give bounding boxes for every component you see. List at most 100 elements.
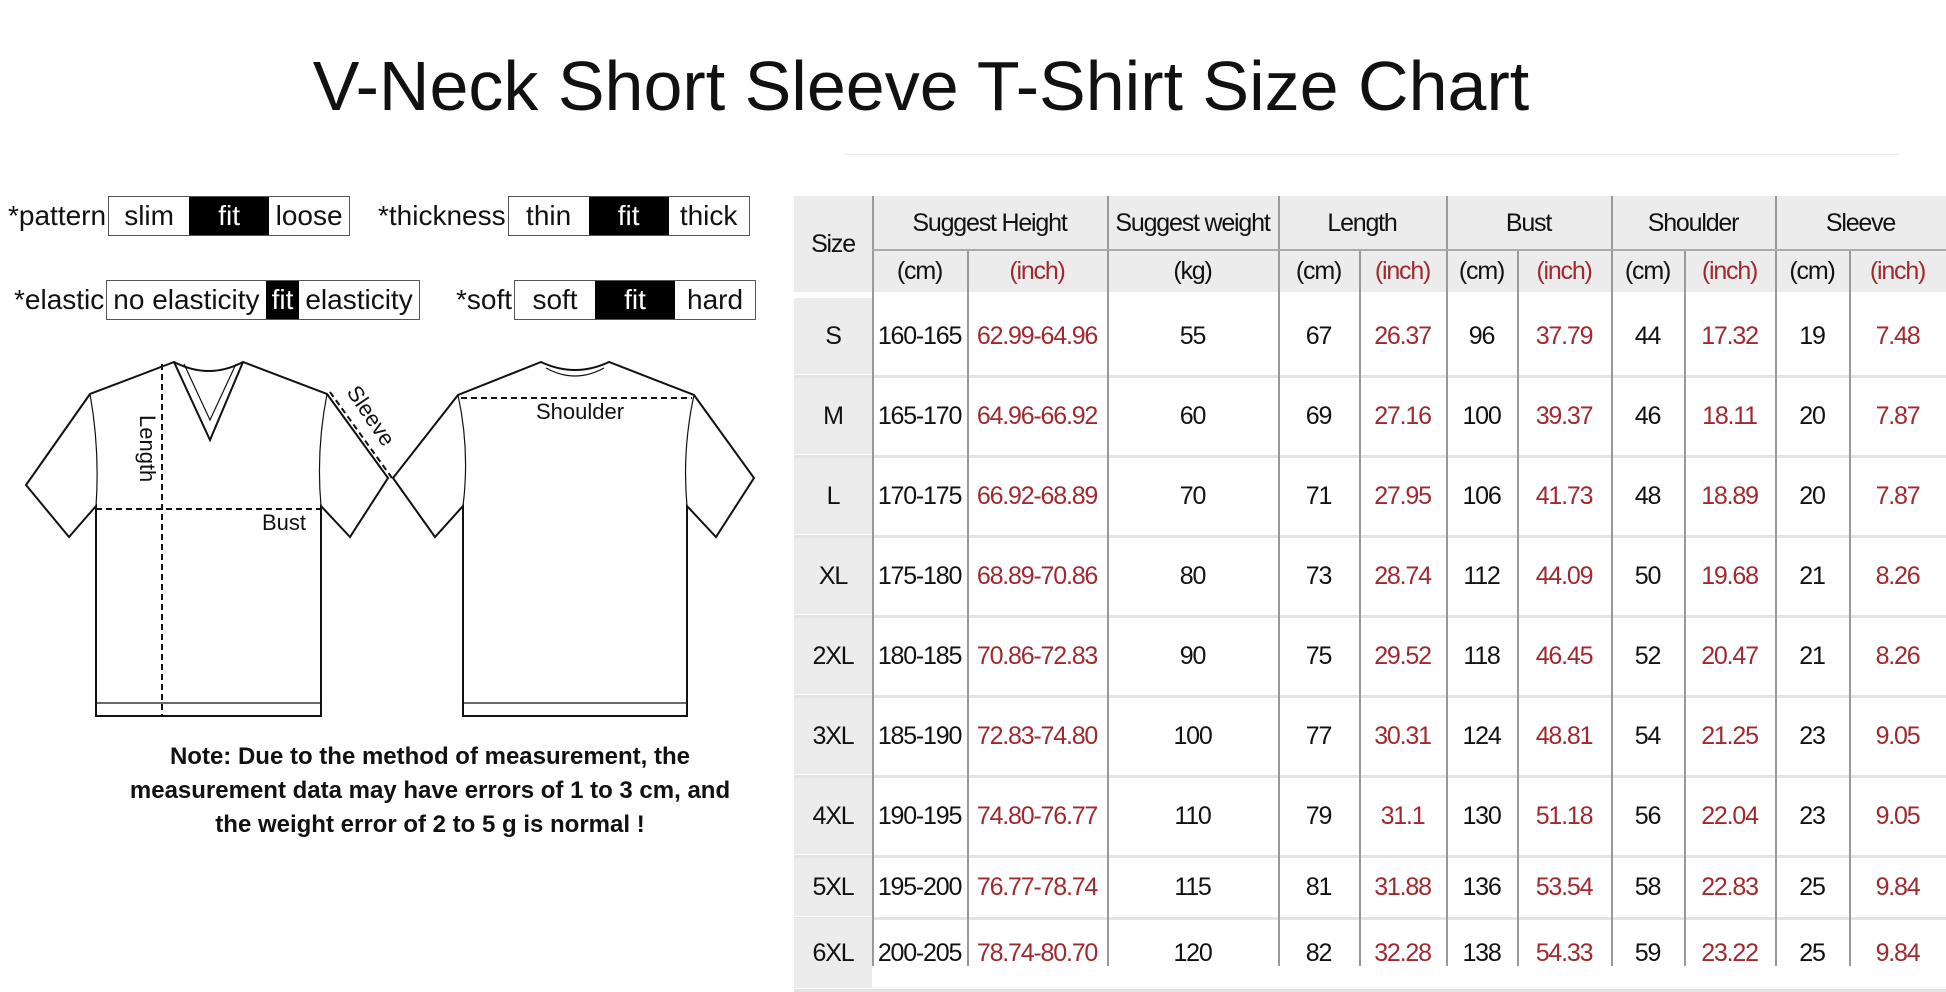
table-cell: 55 bbox=[1179, 321, 1207, 350]
divider bbox=[844, 154, 1899, 155]
table-cell: 28.74 bbox=[1374, 561, 1432, 590]
option-choice: fit bbox=[595, 281, 676, 319]
unit-header: (inch) bbox=[1359, 250, 1446, 292]
option-scale: thin fit thick bbox=[507, 196, 750, 236]
table-cell: 67 bbox=[1305, 321, 1333, 350]
table-cell: 74.80-76.77 bbox=[976, 801, 1098, 830]
table-cell: 78.74-80.70 bbox=[976, 938, 1098, 967]
table-cell: 20 bbox=[1799, 481, 1826, 510]
column-divider bbox=[1446, 196, 1448, 966]
table-cell: 115 bbox=[1174, 872, 1211, 901]
row-divider bbox=[794, 917, 1946, 920]
option-label: *elastic bbox=[14, 284, 105, 315]
option-pattern: *pattern slim fit loose bbox=[8, 196, 351, 236]
column-group-header: Suggest Height bbox=[872, 196, 1107, 250]
column-divider bbox=[1684, 250, 1686, 966]
option-thickness: *thickness thin fit thick bbox=[378, 196, 750, 236]
column-divider bbox=[1849, 250, 1851, 966]
size-cell: S bbox=[794, 298, 872, 374]
table-cell: 22.83 bbox=[1701, 872, 1759, 901]
unit-header: (cm) bbox=[872, 250, 967, 292]
option-choice: loose bbox=[275, 200, 343, 231]
table-cell: 130 bbox=[1462, 801, 1501, 830]
size-table: Size Suggest Height (cm) (inch) Suggest weig… bbox=[794, 196, 1946, 992]
table-cell: 19 bbox=[1799, 321, 1826, 350]
table-cell: 72.83-74.80 bbox=[976, 721, 1098, 750]
table-cell: 8.26 bbox=[1875, 561, 1921, 590]
option-choice: fit bbox=[265, 281, 300, 319]
table-cell: 66.92-68.89 bbox=[976, 481, 1098, 510]
column-group-header: Bust bbox=[1446, 196, 1611, 250]
option-label: *pattern bbox=[8, 200, 107, 231]
table-cell: 190-195 bbox=[877, 801, 963, 830]
table-cell: 21.25 bbox=[1701, 721, 1759, 750]
unit-header: (kg) bbox=[1107, 250, 1278, 292]
table-cell: 200-205 bbox=[877, 938, 963, 967]
column-group-header: Shoulder bbox=[1611, 196, 1775, 250]
table-cell: 19.68 bbox=[1701, 561, 1759, 590]
table-cell: 160-165 bbox=[877, 321, 963, 350]
table-cell: 20.47 bbox=[1701, 641, 1759, 670]
column-divider bbox=[1278, 196, 1280, 966]
size-cell: 6XL bbox=[794, 918, 872, 988]
table-cell: 23 bbox=[1799, 801, 1826, 830]
table-cell: 30.31 bbox=[1374, 721, 1432, 750]
size-header: Size bbox=[794, 196, 872, 292]
table-cell: 41.73 bbox=[1535, 481, 1594, 510]
table-cell: 165-170 bbox=[877, 401, 963, 430]
table-cell: 27.95 bbox=[1374, 481, 1432, 510]
table-cell: 100 bbox=[1462, 401, 1501, 430]
table-cell: 81 bbox=[1305, 872, 1333, 901]
table-cell: 37.79 bbox=[1535, 321, 1594, 350]
option-choice: fit bbox=[588, 197, 669, 235]
table-cell: 79 bbox=[1305, 801, 1333, 830]
table-cell: 26.37 bbox=[1374, 321, 1432, 350]
table-cell: 185-190 bbox=[877, 721, 963, 750]
table-cell: 39.37 bbox=[1535, 401, 1594, 430]
unit-header: (inch) bbox=[967, 250, 1107, 292]
table-cell: 170-175 bbox=[877, 481, 963, 510]
table-cell: 18.11 bbox=[1702, 401, 1758, 430]
row-divider bbox=[794, 695, 1946, 698]
table-cell: 69 bbox=[1305, 401, 1333, 430]
unit-header: (inch) bbox=[1517, 250, 1611, 292]
table-cell: 7.48 bbox=[1875, 321, 1921, 350]
row-divider bbox=[794, 855, 1946, 858]
back-shirt-outline bbox=[391, 360, 756, 717]
column-divider bbox=[1775, 196, 1777, 966]
table-cell: 51.18 bbox=[1535, 801, 1594, 830]
table-cell: 68.89-70.86 bbox=[976, 561, 1098, 590]
row-divider bbox=[794, 375, 1946, 378]
table-cell: 46.45 bbox=[1535, 641, 1594, 670]
column-group-header: Suggest weight bbox=[1107, 196, 1278, 250]
table-cell: 23.22 bbox=[1701, 938, 1759, 967]
table-cell: 82 bbox=[1305, 938, 1333, 967]
table-cell: 175-180 bbox=[877, 561, 963, 590]
option-soft: *soft soft fit hard bbox=[456, 280, 757, 320]
option-choice: slim bbox=[124, 200, 174, 231]
size-cell: 5XL bbox=[794, 858, 872, 916]
measure-lines bbox=[96, 364, 692, 716]
table-cell: 180-185 bbox=[877, 641, 963, 670]
table-cell: 136 bbox=[1462, 872, 1501, 901]
table-cell: 52 bbox=[1634, 641, 1662, 670]
row-divider bbox=[794, 775, 1946, 778]
sleeve-label: Sleeve bbox=[342, 381, 400, 451]
option-scale: no elasticity fit elasticity bbox=[106, 280, 420, 320]
table-cell: 54.33 bbox=[1535, 938, 1594, 967]
unit-header: (cm) bbox=[1611, 250, 1684, 292]
table-cell: 21 bbox=[1799, 561, 1826, 590]
size-cell: L bbox=[794, 458, 872, 534]
table-cell: 32.28 bbox=[1374, 938, 1432, 967]
column-divider bbox=[1517, 250, 1519, 966]
measurement-note: Note: Due to the method of measurement, … bbox=[60, 740, 800, 842]
table-cell: 70 bbox=[1179, 481, 1207, 510]
table-cell: 96 bbox=[1468, 321, 1496, 350]
page-title: V-Neck Short Sleeve T-Shirt Size Chart bbox=[312, 47, 1530, 125]
option-choice: soft bbox=[532, 284, 578, 315]
column-divider bbox=[1359, 250, 1361, 966]
option-choice: elasticity bbox=[305, 284, 413, 315]
table-cell: 22.04 bbox=[1701, 801, 1759, 830]
column-divider bbox=[1611, 196, 1613, 966]
table-cell: 9.05 bbox=[1875, 801, 1921, 830]
